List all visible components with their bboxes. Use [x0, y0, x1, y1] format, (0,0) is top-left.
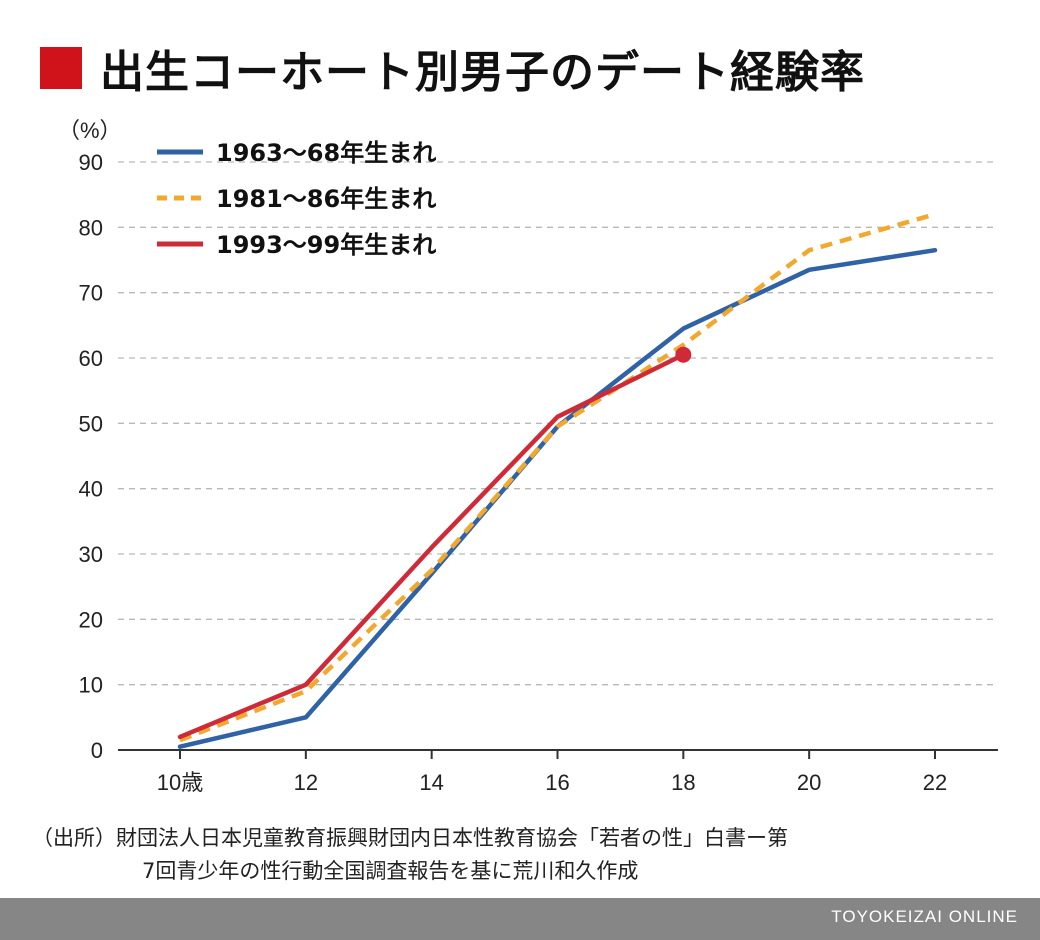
footer-bar: TOYOKEIZAI ONLINE	[0, 898, 1040, 940]
series-end-marker	[675, 346, 692, 363]
legend-label-1: 1963〜68年生まれ	[216, 139, 436, 167]
x-tick-label: 14	[419, 770, 443, 795]
y-tick-label: 30	[79, 542, 103, 567]
y-tick-label: 60	[79, 346, 103, 371]
x-tick-label: 22	[923, 770, 947, 795]
legend-label-3: 1993〜99年生まれ	[216, 231, 436, 259]
chart-title: 出生コーホート別男子のデート経験率	[100, 47, 865, 98]
x-tick-label: 16	[545, 770, 569, 795]
source-note: （出所）財団法人日本児童教育振興財団内日本性教育協会「若者の性」白書ー第 7回青…	[32, 822, 1022, 888]
series-line-1	[177, 247, 938, 749]
y-tick-label: 70	[79, 281, 103, 306]
y-tick-label: 20	[79, 607, 103, 632]
x-tick-label: 20	[797, 770, 821, 795]
y-tick-label: 40	[79, 477, 103, 502]
source-line-2: 7回青少年の性行動全国調査報告を基に荒川和久作成	[142, 859, 639, 883]
chart-title-block: 出生コーホート別男子のデート経験率	[40, 38, 865, 98]
y-tick-label: 80	[79, 215, 103, 240]
title-square-icon	[40, 47, 82, 89]
series-line-3	[177, 352, 686, 740]
x-tick-label: 12	[294, 770, 318, 795]
y-unit-label: （%）	[58, 118, 122, 143]
x-tick-label: 10歳	[157, 770, 203, 795]
y-tick-label: 50	[79, 411, 103, 436]
source-line-1: （出所）財団法人日本児童教育振興財団内日本性教育協会「若者の性」白書ー第	[32, 826, 788, 850]
x-tick-label: 18	[671, 770, 695, 795]
legend-label-2: 1981〜86年生まれ	[216, 185, 436, 213]
y-tick-label: 90	[79, 150, 103, 175]
series-line-2	[179, 212, 936, 743]
y-tick-label: 0	[91, 738, 103, 763]
footer-brand: TOYOKEIZAI ONLINE	[831, 907, 1018, 926]
line-chart: （%） 0 10 20 30 40 50 60 70 80 90 10歳 12 14 16 18 20 22 19…	[58, 118, 998, 795]
y-tick-label: 10	[79, 673, 103, 698]
